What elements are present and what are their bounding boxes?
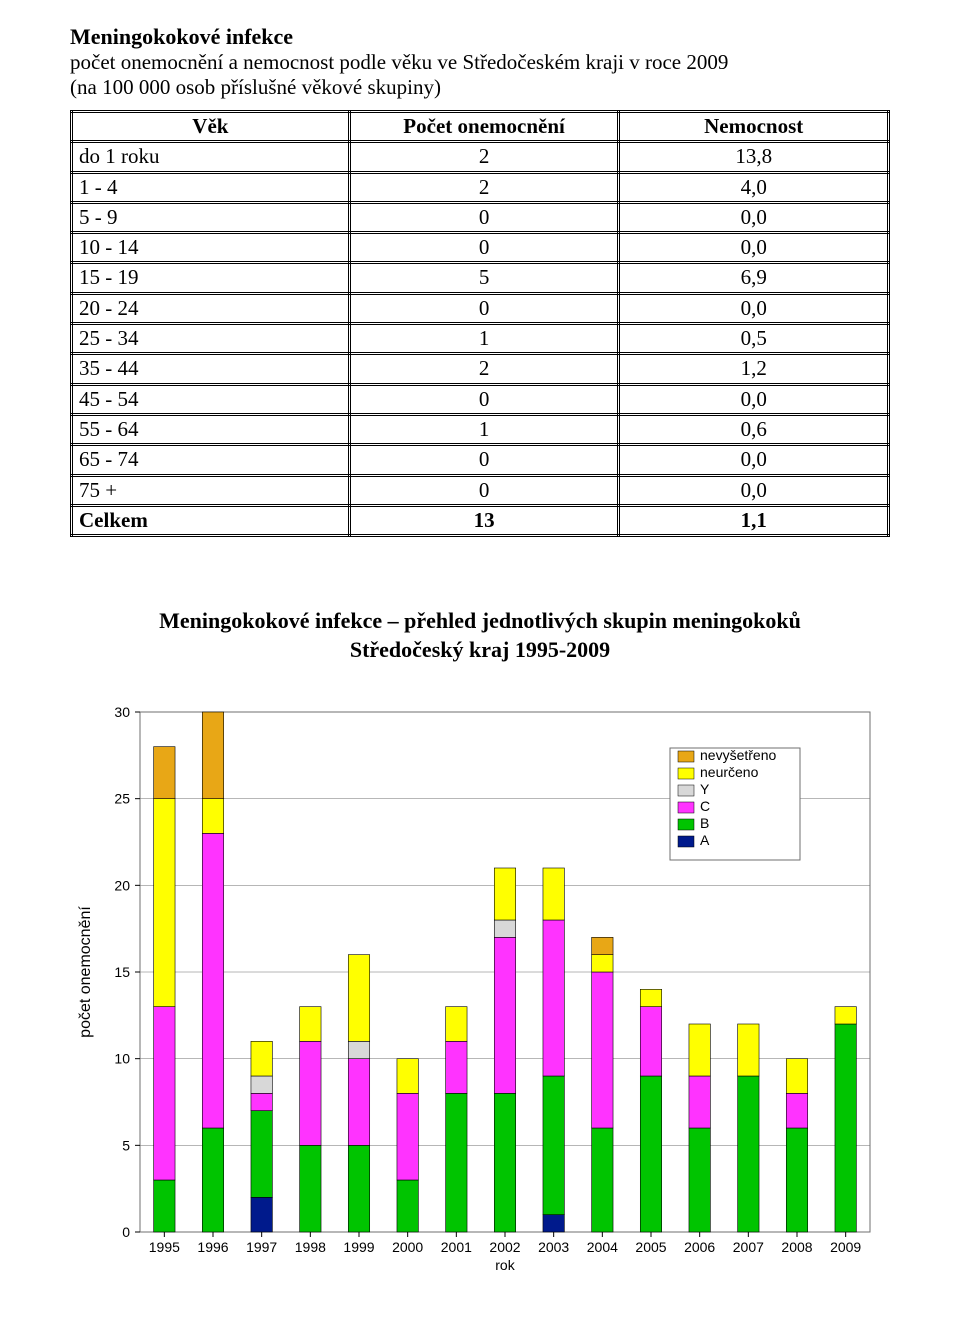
svg-text:1996: 1996: [197, 1239, 228, 1255]
cell: 5 - 9: [72, 202, 350, 232]
stacked-bar-chart: 0 5 10 15 20 25 30 počet onemocnění 1995 1996 1997…: [70, 704, 890, 1284]
svg-text:neurčeno: neurčeno: [700, 764, 759, 780]
cell: 35 - 44: [72, 354, 350, 384]
cell: 0: [349, 475, 619, 505]
svg-text:2001: 2001: [441, 1239, 472, 1255]
cell: 0,5: [619, 324, 889, 354]
cell: 55 - 64: [72, 414, 350, 444]
table-row: do 1 roku213,8: [72, 142, 889, 172]
cell: 0,6: [619, 414, 889, 444]
svg-text:15: 15: [114, 964, 130, 980]
svg-text:2004: 2004: [587, 1239, 618, 1255]
chart-title-l2: Středočeský kraj 1995-2009: [350, 637, 610, 662]
table-row: 65 - 7400,0: [72, 445, 889, 475]
col-header: Počet onemocnění: [349, 112, 619, 142]
svg-text:2009: 2009: [830, 1239, 861, 1255]
cell: 0,0: [619, 293, 889, 323]
chart-container: 0 5 10 15 20 25 30 počet onemocnění 1995 1996 1997…: [70, 704, 890, 1289]
svg-text:C: C: [700, 798, 710, 814]
cell: 4,0: [619, 172, 889, 202]
svg-text:počet onemocnění: počet onemocnění: [77, 906, 94, 1038]
cell: 65 - 74: [72, 445, 350, 475]
svg-text:30: 30: [114, 704, 130, 720]
svg-text:5: 5: [122, 1138, 130, 1154]
cell: 0,0: [619, 475, 889, 505]
cell: 2: [349, 354, 619, 384]
table-row: 75 +00,0: [72, 475, 889, 505]
cell: 0,0: [619, 202, 889, 232]
cell: 0,0: [619, 233, 889, 263]
cell: 5: [349, 263, 619, 293]
doc-sub2: (na 100 000 osob příslušné věkové skupin…: [70, 75, 890, 100]
table-row: 15 - 1956,9: [72, 263, 889, 293]
cell: 0: [349, 293, 619, 323]
svg-text:10: 10: [114, 1051, 130, 1067]
svg-text:2000: 2000: [392, 1239, 423, 1255]
svg-text:2005: 2005: [635, 1239, 666, 1255]
cell: 0,0: [619, 384, 889, 414]
svg-text:B: B: [700, 815, 709, 831]
cell: 10 - 14: [72, 233, 350, 263]
table-row: 35 - 4421,2: [72, 354, 889, 384]
svg-text:2006: 2006: [684, 1239, 715, 1255]
cell: 1: [349, 414, 619, 444]
table-row: 25 - 3410,5: [72, 324, 889, 354]
cell: 2: [349, 172, 619, 202]
cell: 1: [349, 324, 619, 354]
col-header: Nemocnost: [619, 112, 889, 142]
svg-text:2002: 2002: [489, 1239, 520, 1255]
table-row-total: Celkem131,1: [72, 505, 889, 535]
cell: 45 - 54: [72, 384, 350, 414]
cell: do 1 roku: [72, 142, 350, 172]
table-row: 5 - 900,0: [72, 202, 889, 232]
cell: Celkem: [72, 505, 350, 535]
cell: 1 - 4: [72, 172, 350, 202]
cell: 20 - 24: [72, 293, 350, 323]
col-header: Věk: [72, 112, 350, 142]
cell: 25 - 34: [72, 324, 350, 354]
svg-text:nevyšetřeno: nevyšetřeno: [700, 747, 776, 763]
doc-sub1: počet onemocnění a nemocnost podle věku …: [70, 50, 890, 75]
svg-text:2007: 2007: [733, 1239, 764, 1255]
cell: 75 +: [72, 475, 350, 505]
chart-title-l1: Meningokokové infekce – přehled jednotli…: [159, 608, 801, 633]
cell: 0: [349, 202, 619, 232]
svg-text:1999: 1999: [343, 1239, 374, 1255]
cell: 0,0: [619, 445, 889, 475]
svg-text:2003: 2003: [538, 1239, 569, 1255]
svg-text:0: 0: [122, 1224, 130, 1240]
table-row: 45 - 5400,0: [72, 384, 889, 414]
doc-title: Meningokokové infekce: [70, 24, 890, 50]
table-row: 10 - 1400,0: [72, 233, 889, 263]
svg-text:1997: 1997: [246, 1239, 277, 1255]
svg-text:2008: 2008: [781, 1239, 812, 1255]
cell: 2: [349, 142, 619, 172]
svg-text:rok: rok: [495, 1257, 515, 1273]
svg-text:25: 25: [114, 791, 130, 807]
table-row: 1 - 424,0: [72, 172, 889, 202]
svg-text:1995: 1995: [149, 1239, 180, 1255]
cell: 15 - 19: [72, 263, 350, 293]
cell: 0: [349, 233, 619, 263]
cell: 13,8: [619, 142, 889, 172]
chart-title: Meningokokové infekce – přehled jednotli…: [70, 607, 890, 664]
cell: 1,1: [619, 505, 889, 535]
table-row: 55 - 6410,6: [72, 414, 889, 444]
svg-text:1998: 1998: [295, 1239, 326, 1255]
table-row: 20 - 2400,0: [72, 293, 889, 323]
cell: 13: [349, 505, 619, 535]
svg-text:A: A: [700, 832, 710, 848]
cell: 1,2: [619, 354, 889, 384]
cell: 6,9: [619, 263, 889, 293]
svg-text:Y: Y: [700, 781, 710, 797]
svg-text:20: 20: [114, 878, 130, 894]
data-table: VěkPočet onemocněníNemocnost do 1 roku21…: [70, 110, 890, 537]
cell: 0: [349, 445, 619, 475]
cell: 0: [349, 384, 619, 414]
